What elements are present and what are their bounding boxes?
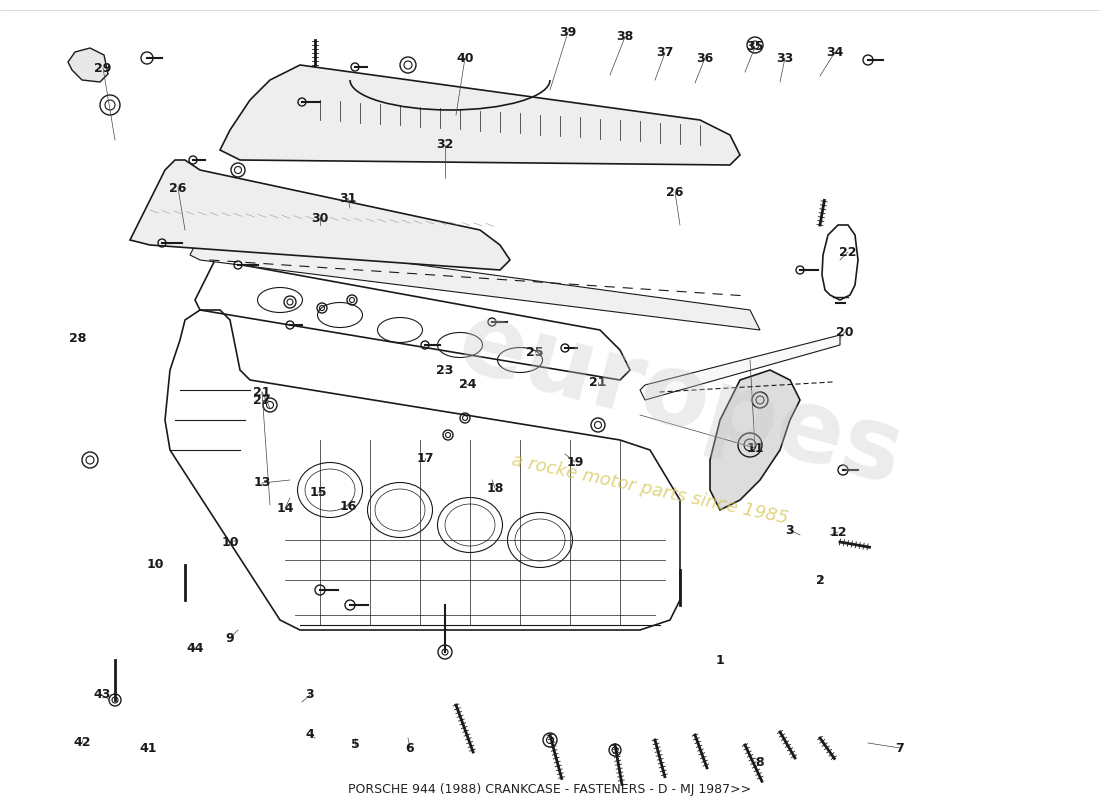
Text: 30: 30: [311, 211, 329, 225]
Text: 23: 23: [437, 363, 453, 377]
Text: 4: 4: [306, 729, 315, 742]
Text: 9: 9: [226, 631, 234, 645]
Text: 10: 10: [146, 558, 164, 571]
Text: 39: 39: [560, 26, 576, 38]
Text: 32: 32: [437, 138, 453, 151]
Text: 42: 42: [74, 735, 90, 749]
Text: 15: 15: [309, 486, 327, 498]
Text: 34: 34: [826, 46, 844, 58]
Text: 36: 36: [696, 51, 714, 65]
Text: 29: 29: [95, 62, 112, 74]
Text: 37: 37: [657, 46, 673, 59]
Text: 40: 40: [456, 51, 474, 65]
Text: 28: 28: [69, 331, 87, 345]
Text: 17: 17: [416, 451, 433, 465]
Text: PORSCHE 944 (1988) CRANKCASE - FASTENERS - D - MJ 1987>>: PORSCHE 944 (1988) CRANKCASE - FASTENERS…: [349, 783, 751, 797]
Text: 27: 27: [253, 394, 271, 406]
Text: 38: 38: [616, 30, 634, 43]
Text: 24: 24: [460, 378, 476, 391]
Text: 43: 43: [94, 689, 111, 702]
Polygon shape: [68, 48, 108, 82]
Text: 13: 13: [253, 477, 271, 490]
Text: 33: 33: [777, 51, 793, 65]
Text: 21: 21: [253, 386, 271, 398]
Text: 3: 3: [306, 689, 315, 702]
Text: 21: 21: [590, 375, 607, 389]
Text: 18: 18: [486, 482, 504, 494]
Polygon shape: [220, 65, 740, 165]
Text: 14: 14: [276, 502, 294, 514]
Polygon shape: [710, 370, 800, 510]
Text: 1: 1: [716, 654, 725, 666]
Text: 20: 20: [836, 326, 854, 338]
Text: 44: 44: [186, 642, 204, 654]
Text: 26: 26: [169, 182, 187, 194]
Text: 16: 16: [339, 501, 356, 514]
Text: 10: 10: [221, 535, 239, 549]
Text: europes: europes: [448, 294, 913, 506]
Polygon shape: [640, 335, 840, 400]
Text: 26: 26: [667, 186, 684, 198]
Text: 5: 5: [351, 738, 360, 751]
Text: 22: 22: [839, 246, 857, 258]
Text: 2: 2: [815, 574, 824, 586]
Polygon shape: [190, 235, 760, 330]
Polygon shape: [130, 160, 510, 270]
Text: 31: 31: [339, 191, 356, 205]
Text: 12: 12: [829, 526, 847, 538]
Text: 41: 41: [140, 742, 156, 754]
Text: a rocke motor parts since 1985: a rocke motor parts since 1985: [510, 452, 790, 528]
Text: 35: 35: [746, 41, 763, 54]
Text: 8: 8: [756, 755, 764, 769]
Text: 19: 19: [566, 455, 584, 469]
Text: 6: 6: [406, 742, 415, 754]
Text: 3: 3: [785, 523, 794, 537]
Text: 11: 11: [746, 442, 763, 454]
Text: 25: 25: [526, 346, 543, 358]
Text: 7: 7: [895, 742, 904, 754]
